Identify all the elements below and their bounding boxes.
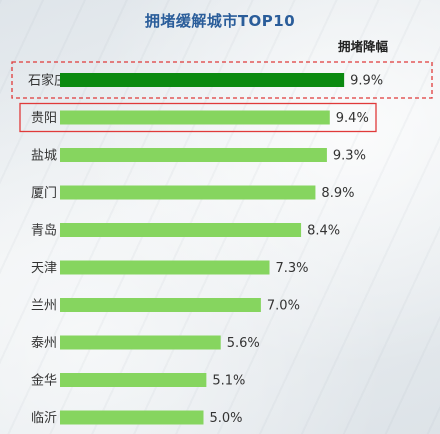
highlight-box-1 xyxy=(11,61,433,99)
bar xyxy=(60,260,270,275)
value-label: 5.6% xyxy=(227,336,260,351)
category-label: 盐城 xyxy=(31,149,57,164)
category-label: 兰州 xyxy=(31,299,57,314)
bar xyxy=(60,373,207,387)
category-label: 石家庄 xyxy=(28,73,67,89)
value-label: 9.4% xyxy=(336,111,369,126)
category-label: 临沂 xyxy=(31,411,57,426)
bar xyxy=(60,185,316,200)
highlight-box-2 xyxy=(19,102,377,133)
category-label: 厦门 xyxy=(31,186,57,201)
bar xyxy=(60,410,204,425)
category-label: 天津 xyxy=(31,261,57,276)
value-label: 8.4% xyxy=(307,224,340,239)
category-label: 贵阳 xyxy=(31,111,57,126)
category-label: 青岛 xyxy=(31,223,57,239)
chart-title: 拥堵缓解城市TOP10 xyxy=(144,12,296,30)
column-header: 拥堵降幅 xyxy=(338,39,389,54)
category-label: 金华 xyxy=(31,373,57,389)
bar xyxy=(60,335,221,350)
bar xyxy=(60,223,302,237)
value-label: 8.9% xyxy=(321,186,354,201)
bar xyxy=(60,148,327,162)
value-label: 9.9% xyxy=(350,74,383,89)
bar xyxy=(60,298,261,312)
bar xyxy=(60,110,330,125)
value-label: 5.1% xyxy=(212,374,245,389)
value-label: 7.3% xyxy=(276,261,309,276)
value-label: 7.0% xyxy=(267,299,300,314)
category-label: 泰州 xyxy=(31,336,57,351)
value-label: 5.0% xyxy=(210,411,243,426)
bar xyxy=(60,73,345,87)
value-label: 9.3% xyxy=(333,149,366,164)
